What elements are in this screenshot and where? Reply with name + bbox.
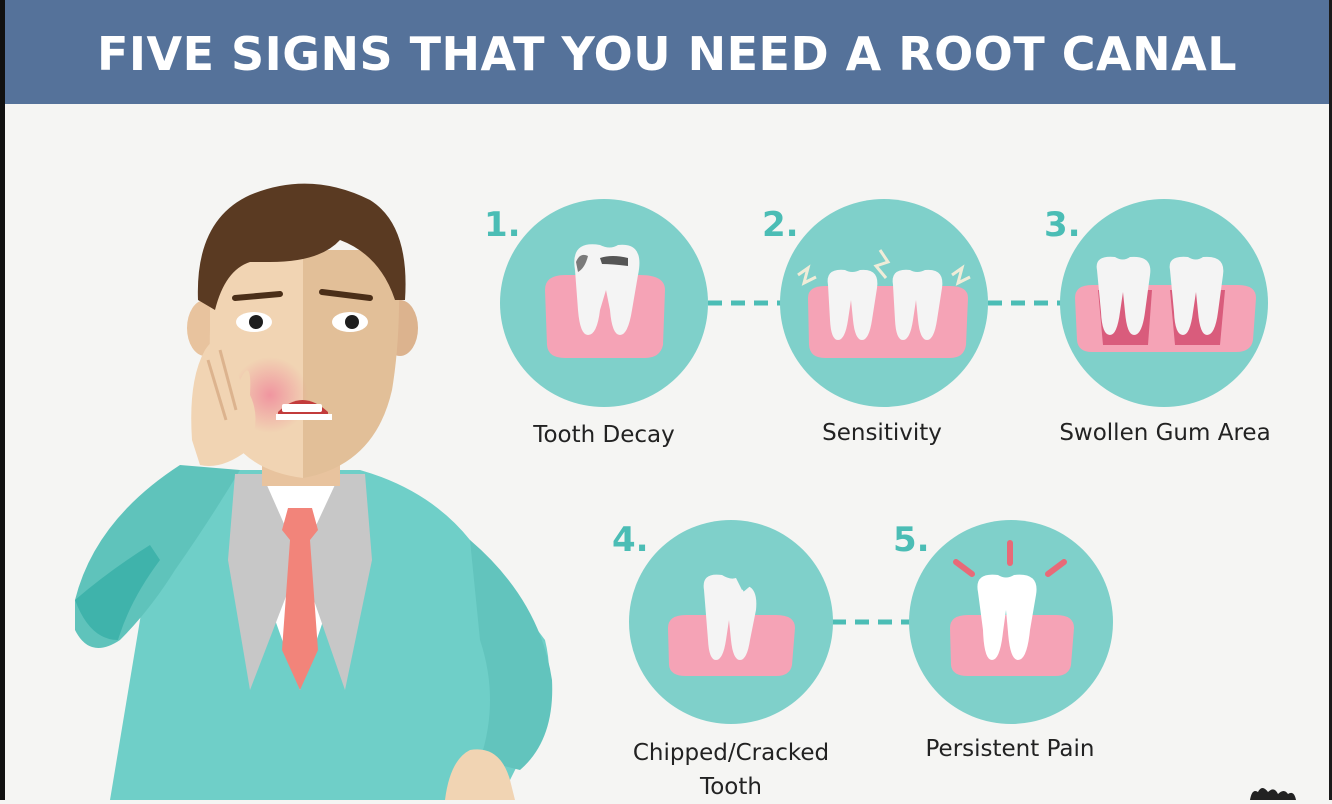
connector-lines bbox=[708, 300, 1062, 625]
step-label-5: Persistent Pain bbox=[925, 736, 1095, 762]
hair bbox=[197, 183, 406, 310]
right-hand bbox=[445, 749, 515, 800]
step-label-2: Sensitivity bbox=[822, 420, 942, 446]
step-number-2: 2. bbox=[762, 205, 799, 245]
corner-logo-mark bbox=[1250, 788, 1296, 800]
sensitivity-circle bbox=[780, 199, 988, 407]
decayed-tooth-icon bbox=[545, 244, 665, 358]
hand-on-cheek bbox=[191, 338, 256, 466]
tooth-decay-circle bbox=[500, 199, 708, 407]
sensitive-teeth-icon bbox=[797, 249, 971, 358]
step-label-3: Swollen Gum Area bbox=[1059, 420, 1271, 446]
step-number-5: 5. bbox=[893, 520, 930, 560]
right-frame-edge bbox=[1329, 0, 1332, 800]
left-frame-edge bbox=[0, 0, 5, 800]
step-number-1: 1. bbox=[484, 205, 521, 245]
chipped-tooth-icon bbox=[668, 574, 795, 676]
page-title: FIVE SIGNS THAT YOU NEED A ROOT CANAL bbox=[96, 27, 1238, 81]
chipped-tooth-circle bbox=[629, 520, 833, 724]
step-label-4-line-2: Tooth bbox=[700, 774, 762, 800]
face-right bbox=[303, 250, 400, 478]
step-label-4-line-1: Chipped/Cracked bbox=[632, 740, 830, 766]
step-label-1: Tooth Decay bbox=[533, 422, 675, 448]
step-number-4: 4. bbox=[612, 520, 649, 560]
swollen-gum-icon bbox=[1075, 256, 1256, 352]
painful-tooth-icon bbox=[950, 540, 1074, 676]
persistent-pain-circle bbox=[909, 520, 1113, 724]
step-label-4: Chipped/Cracked Tooth bbox=[611, 736, 851, 804]
step-number-3: 3. bbox=[1044, 205, 1081, 245]
swollen-gum-circle bbox=[1060, 199, 1268, 407]
title-banner: FIVE SIGNS THAT YOU NEED A ROOT CANAL bbox=[5, 0, 1329, 104]
tie bbox=[282, 508, 318, 690]
man-with-toothache-illustration bbox=[75, 183, 553, 800]
